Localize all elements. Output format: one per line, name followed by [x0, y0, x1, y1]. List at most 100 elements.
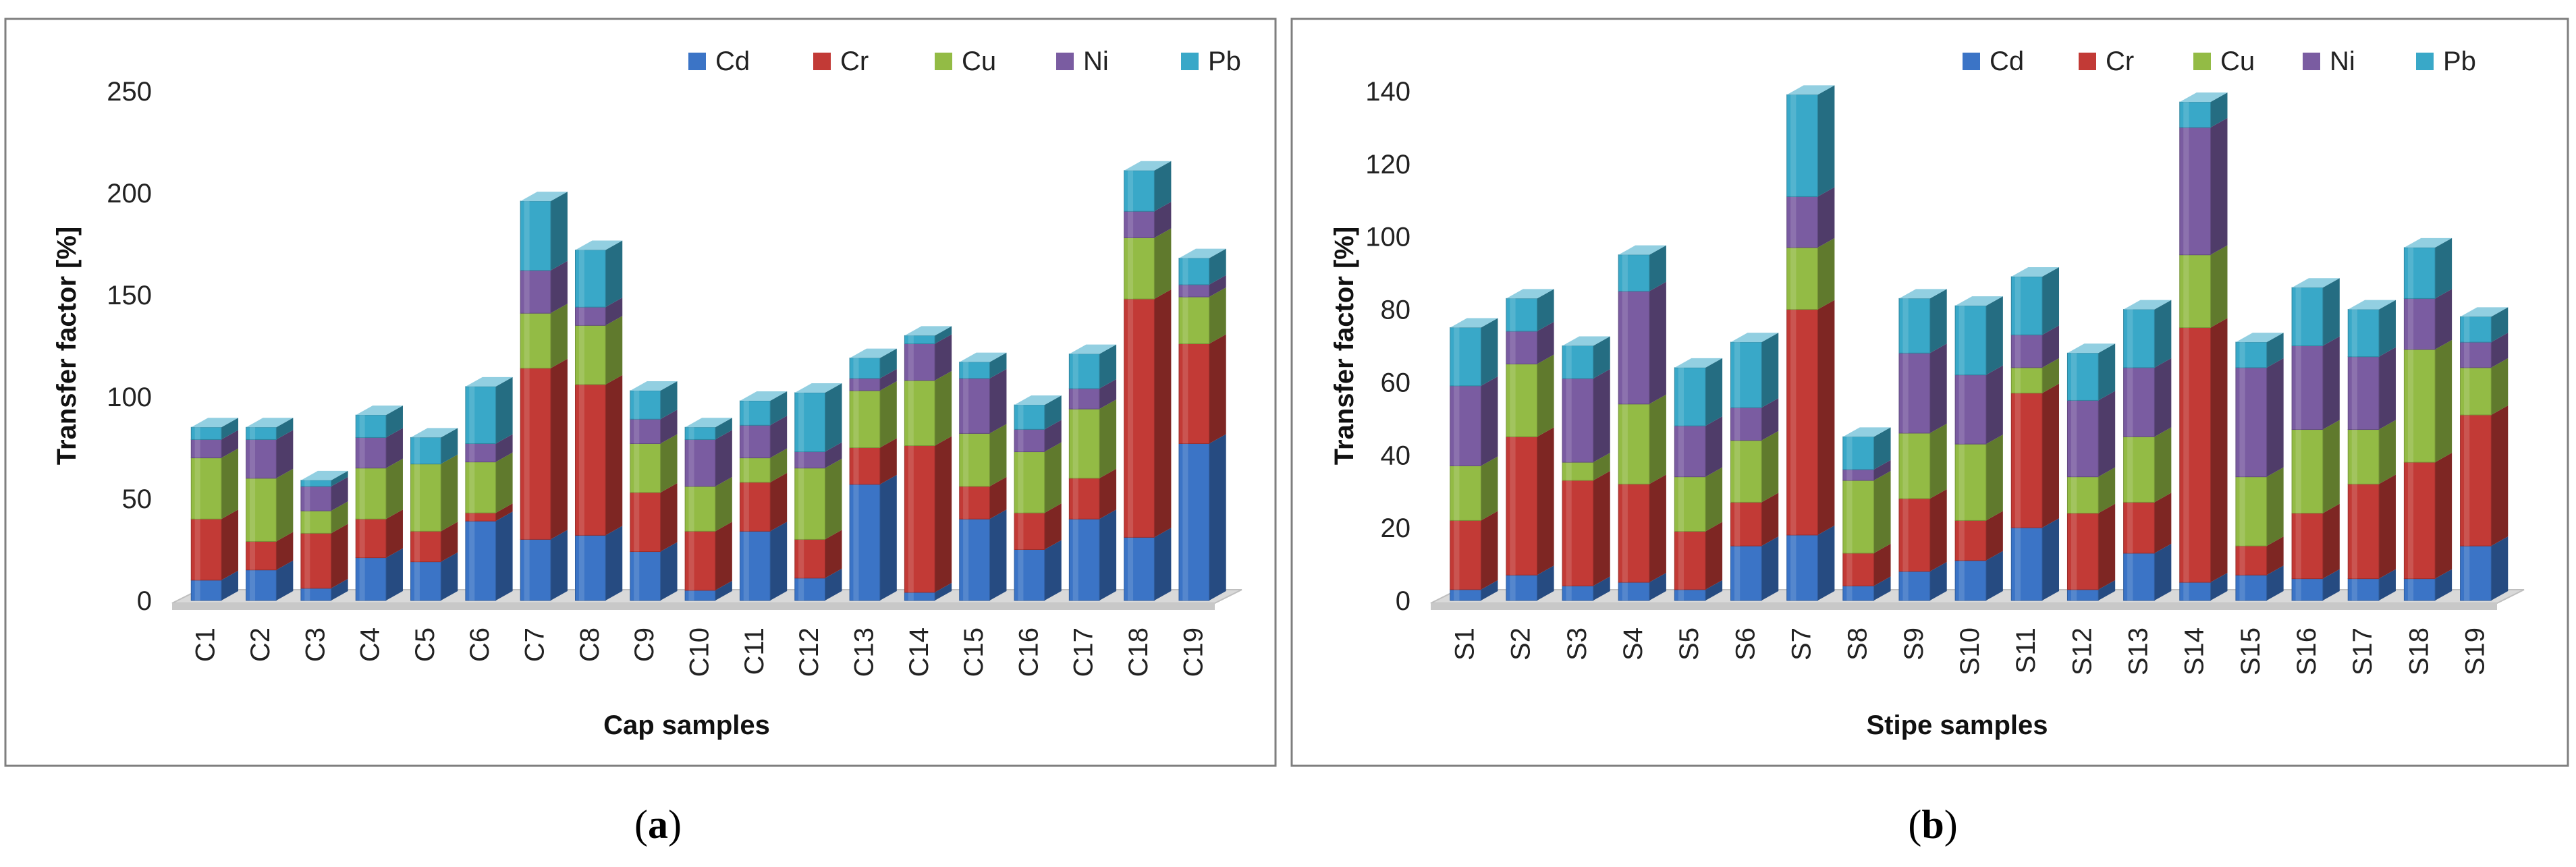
bar-segment-cd-s13 [2123, 543, 2172, 601]
bar-top-s9 [1898, 289, 1947, 299]
legend-swatch [1181, 53, 1199, 70]
bar-segment-cu-c13 [849, 381, 897, 448]
y-tick-label: 40 [1381, 441, 1411, 470]
bar-segment-cu-c9 [630, 434, 678, 493]
x-tick-label: C1 [191, 627, 221, 662]
bar-segment-cr-c7 [520, 358, 568, 540]
bar-segment-cd-c11 [739, 522, 788, 601]
bar-segment-cr-c11 [739, 472, 788, 532]
y-tick-label: 250 [107, 77, 152, 107]
bar-segment-cd-c12 [794, 568, 842, 601]
bar-segment-cr-c9 [630, 482, 678, 553]
x-tick-label: S17 [2348, 627, 2378, 675]
bar-segment-pb-c10 [684, 418, 732, 440]
bar-segment-cd-c16 [1014, 540, 1062, 601]
bar-segment-pb-c13 [849, 348, 897, 379]
bar-top-c13 [850, 348, 897, 358]
bar-segment-cu-c5 [410, 454, 458, 532]
legend-swatch [2079, 53, 2096, 70]
bar-segment-cd-c6 [465, 511, 513, 601]
x-tick-label: S6 [1730, 627, 1760, 661]
bar-top-s8 [1842, 427, 1891, 437]
legend-label: Cd [715, 47, 750, 76]
x-tick-label: S4 [1618, 627, 1648, 661]
bar-top-c5 [410, 428, 458, 438]
y-tick-label: 20 [1381, 513, 1411, 543]
bar-top-c4 [356, 405, 403, 416]
bar-segment-cu-c1 [190, 448, 239, 520]
bar-segment-ni-s10 [1954, 365, 2003, 445]
legend-item-pb: Pb [1181, 47, 1241, 76]
x-tick-label: S2 [1506, 627, 1536, 661]
bar-segment-cu-c6 [465, 452, 513, 513]
bar-segment-cd-s14 [2179, 573, 2228, 601]
bar-segment-cd-c7 [520, 530, 568, 601]
bar-top-c10 [685, 418, 732, 428]
bar-top-c1 [191, 418, 239, 428]
bar-segment-ni-s19 [2460, 333, 2509, 368]
legend-item-pb: Pb [2416, 47, 2476, 76]
x-tick-label: C5 [410, 627, 440, 662]
bar-segment-cu-c16 [1014, 442, 1062, 513]
bar-segment-cu-c18 [1124, 228, 1172, 300]
x-axis-title: Cap samples [603, 710, 770, 740]
y-tick-label: 0 [137, 586, 152, 616]
bar-segment-ni-s7 [1786, 187, 1835, 248]
x-tick-label: S3 [1562, 627, 1592, 661]
bar-top-c3 [300, 470, 348, 480]
y-tick-label: 60 [1381, 368, 1411, 397]
bar-segment-cr-s1 [1450, 511, 1498, 590]
bar-segment-ni-s17 [2347, 347, 2396, 430]
bar-top-c15 [959, 352, 1007, 362]
bar-segment-ni-c15 [959, 368, 1007, 434]
bar-segment-ni-c12 [794, 442, 842, 469]
x-tick-label: S1 [1450, 627, 1480, 661]
bar-segment-cr-c5 [410, 522, 458, 563]
legend-swatch [813, 53, 831, 70]
bar-segment-pb-c17 [1068, 344, 1117, 389]
bar-segment-pb-s6 [1730, 333, 1779, 408]
bar-segment-pb-c12 [794, 383, 842, 453]
bar-segment-cr-c3 [300, 524, 348, 589]
bar-segment-ni-c16 [1014, 420, 1062, 453]
bar-segment-cr-s5 [1674, 522, 1723, 590]
bar-top-s3 [1562, 336, 1610, 346]
bar-segment-pb-s18 [2403, 237, 2452, 299]
x-tick-label: S11 [2011, 627, 2041, 673]
y-tick-label: 120 [1365, 150, 1410, 179]
x-tick-label: C13 [849, 627, 879, 677]
bar-top-s15 [2235, 333, 2284, 343]
bar-segment-cd-c10 [684, 580, 732, 601]
bar-segment-pb-c19 [1178, 248, 1226, 285]
legend-item-cu: Cu [2193, 47, 2255, 76]
bar-segment-cu-s5 [1674, 467, 1723, 532]
bar-top-c6 [465, 376, 513, 387]
bar-segment-ni-c13 [849, 368, 897, 391]
bar-top-c7 [520, 192, 568, 202]
bar-segment-cr-c12 [794, 530, 842, 579]
bar-segment-cu-s16 [2291, 420, 2340, 514]
bar-segment-ni-c14 [904, 334, 952, 381]
bar-segment-cr-c6 [465, 503, 513, 522]
bar-segment-pb-c16 [1014, 395, 1062, 430]
bar-segment-pb-c9 [630, 381, 678, 420]
bar-segment-cu-s12 [2066, 467, 2116, 514]
x-tick-label: S14 [2180, 627, 2210, 675]
legend-swatch [2303, 53, 2320, 70]
x-tick-label: S18 [2404, 627, 2434, 675]
x-tick-label: C7 [520, 627, 550, 662]
bar-top-s19 [2460, 307, 2509, 317]
bar-top-c11 [740, 391, 788, 401]
x-tick-label: S13 [2123, 627, 2153, 675]
legend-swatch [2193, 53, 2211, 70]
bar-top-s16 [2292, 278, 2340, 288]
bar-segment-cd-s9 [1898, 561, 1947, 601]
bar-segment-ni-c7 [520, 260, 568, 314]
x-tick-label: C3 [300, 627, 330, 662]
panel-label: (b) [1908, 802, 1957, 847]
bar-top-s18 [2404, 237, 2452, 248]
bar-segment-cd-c3 [300, 578, 348, 601]
bar-segment-cd-s18 [2403, 569, 2452, 601]
x-tick-label: S15 [2236, 627, 2266, 675]
bar-segment-cr-s16 [2291, 503, 2340, 580]
